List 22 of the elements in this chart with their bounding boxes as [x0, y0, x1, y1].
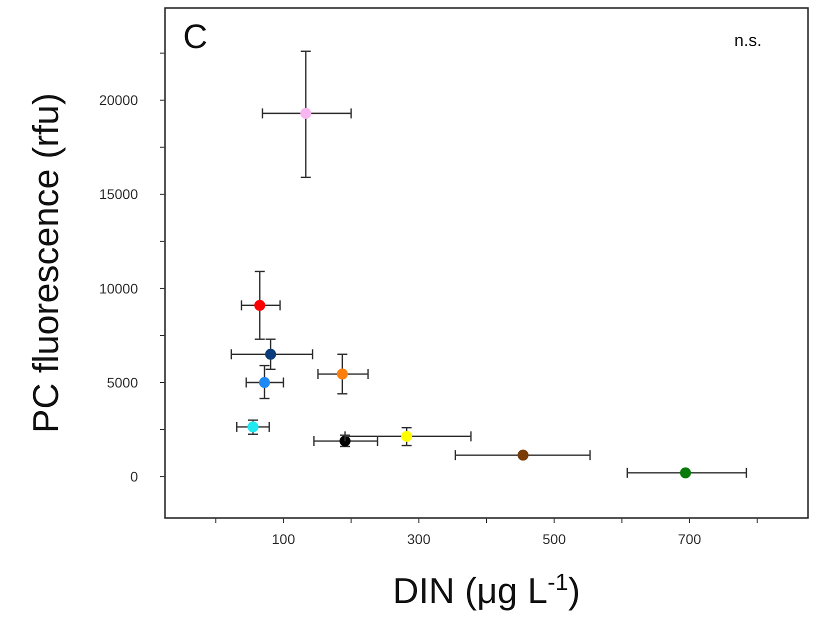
y-axis-title: PC fluorescence (rfu): [25, 92, 66, 434]
x-tick-label: 100: [272, 531, 296, 547]
point: [680, 467, 691, 478]
point: [336, 368, 348, 380]
x-tick-label: 500: [542, 531, 566, 547]
x-axis-title: DIN (μg L$^{-1}$): [392, 569, 580, 611]
point: [518, 450, 529, 461]
point: [401, 430, 412, 442]
point: [265, 348, 276, 360]
x-tick-label: 700: [678, 531, 702, 547]
y-tick-label: 15000: [99, 186, 138, 202]
y-tick-label: 0: [130, 468, 138, 484]
x-tick-label: 300: [407, 531, 431, 547]
annotation: C: [183, 18, 208, 56]
y-tick-label: 20000: [99, 92, 138, 108]
y-tick-label: 10000: [99, 280, 138, 296]
y-tick-label: 5000: [106, 374, 138, 390]
annotation: n.s.: [734, 31, 762, 50]
point: [254, 300, 266, 311]
point: [258, 377, 270, 388]
point: [300, 108, 312, 119]
point: [247, 421, 258, 432]
